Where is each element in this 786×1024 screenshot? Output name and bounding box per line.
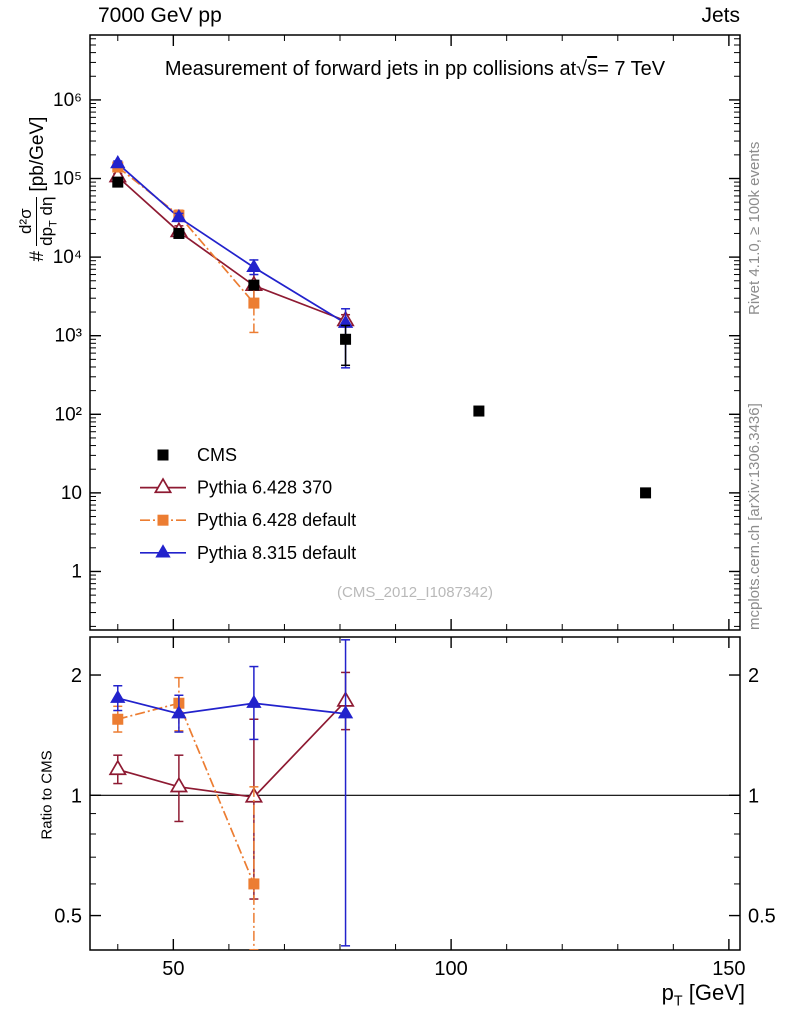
ratio-y-tick-label-left: 1	[71, 785, 82, 807]
analysis-category-label: Jets	[701, 4, 740, 27]
marker-triangle	[110, 155, 126, 169]
marker-open-triangle	[169, 776, 189, 793]
sqrt-radicand: s	[587, 58, 598, 80]
main-y-tick-label: 10³	[55, 326, 82, 347]
marker-square	[112, 176, 124, 188]
x-axis-label: pT [GeV]	[661, 980, 745, 1010]
ratio-series-layer	[108, 639, 355, 950]
x-tick-label: 50	[162, 958, 184, 980]
marker-square	[112, 713, 124, 725]
ratio-y-tick-label-left: 2	[71, 665, 82, 687]
marker-triangle	[110, 689, 126, 703]
main-y-tick-label: 10⁴	[53, 247, 82, 268]
main-y-tick-label: 10⁶	[53, 90, 82, 111]
marker-triangle	[246, 258, 262, 273]
legend-label: Pythia 6.428 default	[197, 510, 356, 530]
marker-triangle	[171, 208, 187, 223]
legend-item-pythia-6-428-370: Pythia 6.428 370	[140, 477, 332, 498]
x-tick-label: 100	[434, 958, 467, 980]
legend-label: Pythia 6.428 370	[197, 478, 332, 498]
points-pythia-6-428-default-main	[112, 161, 260, 334]
points-pythia-6-428-370-main	[108, 166, 355, 328]
main-y-tick-label: 10⁵	[53, 169, 82, 190]
marker-square	[248, 297, 260, 309]
ylabel-units: [pb/GeV]	[27, 116, 48, 192]
main-y-axis-label: # d²σ dpT dη [pb/GeV]	[16, 19, 60, 359]
ratio-y-tick-label-right: 2	[748, 665, 759, 687]
axes-layer	[89, 34, 741, 951]
line-pythia-6-428-370-main	[117, 176, 346, 322]
mcplots-attribution-note: mcplots.cern.ch [arXiv:1306.3436]	[746, 403, 763, 630]
marker-square	[248, 279, 260, 291]
beam-energy-label: 7000 GeV pp	[98, 4, 222, 27]
main-y-tick-label: 10	[61, 483, 82, 504]
legend-label: CMS	[197, 445, 237, 465]
points-pythia-8-315-default-main	[110, 155, 354, 369]
ratio-y-tick-label-right: 0.5	[748, 906, 776, 928]
marker-square	[473, 405, 485, 417]
line-pythia-8-315-default-ratio	[117, 697, 346, 715]
marker-square	[157, 514, 169, 526]
ylabel-numerator: d²σ	[16, 196, 37, 246]
line-pythia-6-428-370-ratio	[117, 700, 347, 798]
points-cms-main	[112, 176, 652, 499]
ratio-frame	[89, 636, 741, 951]
ylabel-denominator: dpT dη	[36, 196, 60, 246]
marker-triangle	[171, 705, 187, 719]
marker-square	[340, 333, 352, 345]
legend-item-pythia-8-315-default: Pythia 8.315 default	[140, 543, 356, 563]
main-y-tick-label: 1	[71, 561, 82, 582]
marker-open-triangle	[153, 477, 173, 494]
main-y-tick-label: 10²	[55, 404, 82, 425]
marker-square	[157, 449, 169, 461]
legend-item-cms: CMS	[157, 445, 237, 465]
marker-square	[248, 878, 260, 890]
marker-triangle	[246, 694, 262, 708]
legend-item-pythia-6-428-default: Pythia 6.428 default	[140, 510, 356, 530]
main-frame	[89, 34, 741, 631]
marker-triangle	[337, 705, 354, 719]
sqrt-radical: √	[576, 58, 588, 80]
ylabel-prefix: #	[27, 250, 48, 262]
marker-square	[640, 487, 652, 499]
line-pythia-8-315-default-main	[117, 162, 346, 324]
marker-open-triangle	[108, 759, 127, 776]
ratio-y-tick-label-left: 0.5	[54, 906, 82, 928]
ylabel-fraction: d²σ dpT dη	[16, 196, 60, 246]
rivet-version-note: Rivet 4.1.0, ≥ 100k events	[746, 141, 763, 315]
analysis-id-watermark: (CMS_2012_I1087342)	[337, 584, 493, 601]
ratio-y-tick-label-right: 1	[748, 785, 759, 807]
marker-triangle	[155, 544, 171, 558]
marker-triangle	[337, 314, 354, 328]
legend-label: Pythia 8.315 default	[197, 543, 356, 563]
main-series-layer	[108, 155, 652, 499]
ratio-y-axis-label: Ratio to CMS	[38, 750, 56, 840]
points-pythia-8-315-default-ratio	[110, 639, 354, 947]
x-tick-label: 150	[712, 958, 745, 980]
plot-title: Measurement of forward jets in pp collis…	[164, 58, 666, 80]
marker-square	[173, 227, 185, 239]
